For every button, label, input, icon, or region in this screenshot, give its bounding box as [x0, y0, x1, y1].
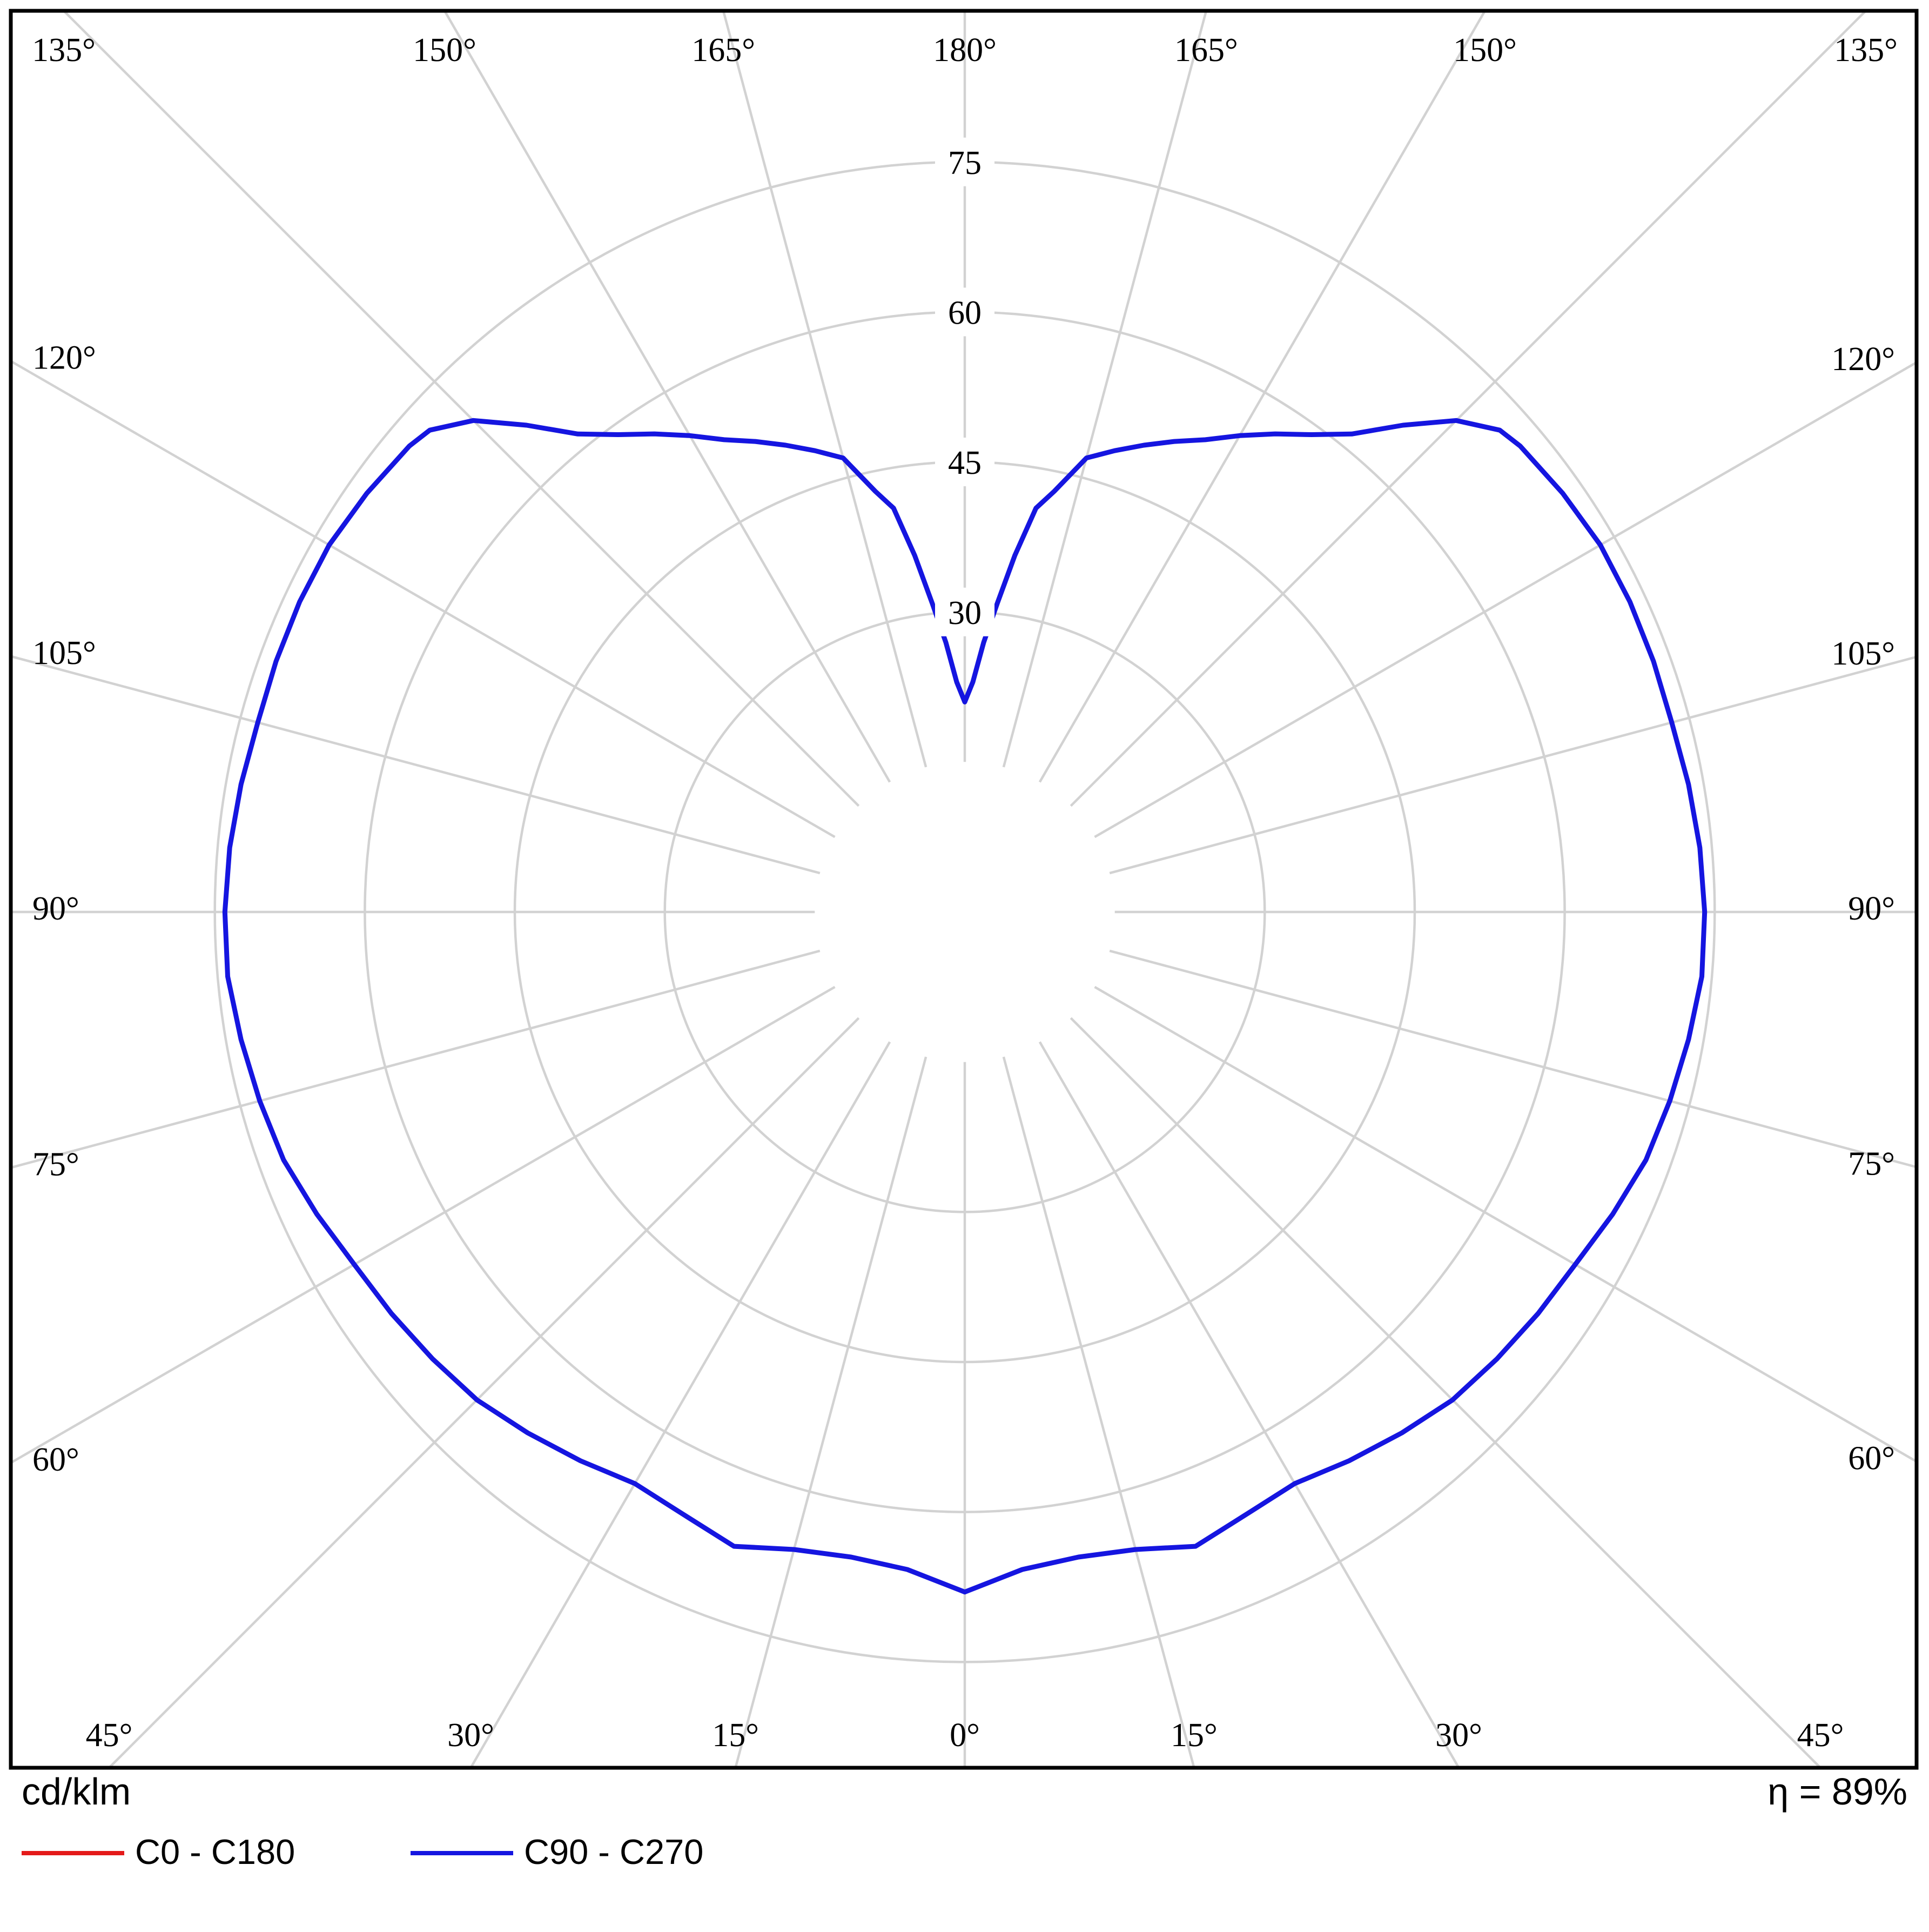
svg-text:180°: 180° [933, 32, 997, 69]
svg-text:30: 30 [948, 595, 982, 632]
svg-text:75°: 75° [1848, 1145, 1895, 1182]
svg-text:C0 - C180: C0 - C180 [135, 1832, 295, 1871]
svg-text:60: 60 [948, 295, 982, 332]
svg-text:15°: 15° [1171, 1717, 1218, 1754]
svg-text:135°: 135° [1834, 32, 1898, 69]
svg-text:60°: 60° [32, 1441, 79, 1478]
svg-text:105°: 105° [32, 635, 96, 672]
svg-text:75°: 75° [32, 1146, 79, 1183]
svg-text:120°: 120° [32, 340, 96, 377]
svg-text:30°: 30° [447, 1717, 494, 1754]
svg-text:0°: 0° [950, 1717, 980, 1754]
svg-text:45°: 45° [86, 1717, 133, 1754]
svg-text:90°: 90° [32, 890, 79, 927]
svg-text:165°: 165° [691, 32, 755, 69]
svg-text:105°: 105° [1831, 635, 1895, 672]
svg-text:60°: 60° [1848, 1440, 1895, 1477]
svg-text:45°: 45° [1797, 1717, 1844, 1754]
svg-text:135°: 135° [32, 32, 96, 69]
svg-text:η = 89%: η = 89% [1767, 1770, 1907, 1813]
svg-text:15°: 15° [712, 1717, 759, 1754]
svg-text:150°: 150° [413, 32, 476, 69]
svg-text:C90 - C270: C90 - C270 [524, 1832, 703, 1871]
svg-text:165°: 165° [1174, 32, 1238, 69]
svg-text:150°: 150° [1453, 32, 1517, 69]
svg-text:90°: 90° [1848, 890, 1895, 927]
svg-text:75: 75 [948, 145, 982, 182]
svg-text:45: 45 [948, 445, 982, 481]
svg-text:120°: 120° [1831, 341, 1895, 378]
svg-text:cd/klm: cd/klm [22, 1770, 131, 1813]
svg-text:30°: 30° [1435, 1717, 1482, 1754]
